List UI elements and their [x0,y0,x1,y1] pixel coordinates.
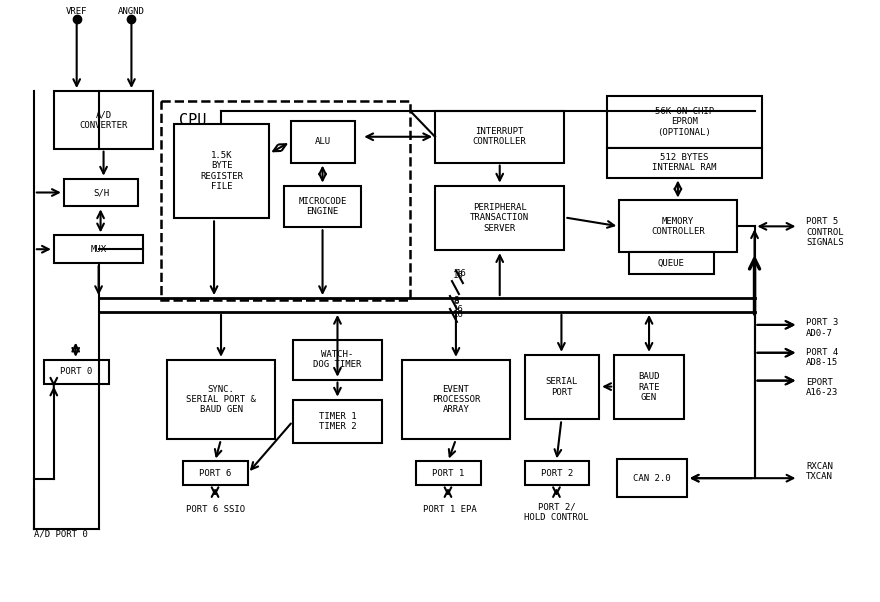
Bar [620,200,737,252]
Text: MICROCODE
ENGINE: MICROCODE ENGINE [298,197,347,216]
Text: 16: 16 [453,305,464,314]
Text: QUEUE: QUEUE [658,259,685,268]
Text: 16: 16 [456,268,466,278]
Bar [629,252,714,274]
Text: A/D PORT 0: A/D PORT 0 [34,529,88,538]
Text: PORT 2: PORT 2 [541,469,573,478]
Text: 16: 16 [453,311,464,320]
Text: ANGND: ANGND [118,7,145,16]
Text: PORT 6: PORT 6 [200,469,231,478]
Bar [524,355,599,420]
Bar [293,340,382,380]
Text: CAN 2.0: CAN 2.0 [634,474,671,483]
Text: 16: 16 [453,271,464,279]
Text: ALU: ALU [315,137,331,146]
Text: RXCAN
TXCAN: RXCAN TXCAN [806,462,833,481]
Text: PORT 6 SSIO: PORT 6 SSIO [187,504,246,514]
Text: 8: 8 [453,296,458,305]
Text: 56K ON-CHIP
EPROM
(OPTIONAL): 56K ON-CHIP EPROM (OPTIONAL) [655,107,714,137]
Bar [183,461,248,485]
Text: PORT 4
AD8-15: PORT 4 AD8-15 [806,348,839,367]
Bar [607,96,761,147]
Text: 512 BYTES
INTERNAL RAM: 512 BYTES INTERNAL RAM [652,153,716,172]
Text: MUX: MUX [91,245,106,253]
Text: 8: 8 [453,297,458,305]
Text: PORT 3
AD0-7: PORT 3 AD0-7 [806,318,839,338]
Text: SERIAL
PORT: SERIAL PORT [546,377,578,397]
Bar [416,461,480,485]
Text: S/H: S/H [93,188,109,197]
Text: VREF: VREF [66,7,87,16]
Text: SYNC.
SERIAL PORT &
BAUD GEN: SYNC. SERIAL PORT & BAUD GEN [186,385,256,414]
Bar [54,235,143,263]
Bar [161,101,410,300]
Text: MEMORY
CONTROLLER: MEMORY CONTROLLER [651,217,705,236]
Bar [44,360,108,383]
Bar [435,185,564,250]
Text: PERIPHERAL
TRANSACTION
SERVER: PERIPHERAL TRANSACTION SERVER [470,203,529,233]
Text: CPU: CPU [180,113,207,128]
Text: A/D
CONVERTER: A/D CONVERTER [79,110,128,129]
Text: PORT 5
CONTROL
SIGNALS: PORT 5 CONTROL SIGNALS [806,217,844,247]
Text: PORT 1: PORT 1 [432,469,465,478]
Text: EVENT
PROCESSOR
ARRAY: EVENT PROCESSOR ARRAY [432,385,480,414]
Bar [614,355,684,420]
Bar [435,111,564,163]
Text: WATCH-
DOG TIMER: WATCH- DOG TIMER [313,350,362,370]
Text: PORT 2/
HOLD CONTROL: PORT 2/ HOLD CONTROL [524,502,589,522]
Bar [167,360,275,439]
Bar [524,461,590,485]
Text: TIMER 1
TIMER 2: TIMER 1 TIMER 2 [319,412,356,431]
Text: 1.5K
BYTE
REGISTER
FILE: 1.5K BYTE REGISTER FILE [200,151,243,191]
Bar [293,400,382,443]
Bar [402,360,510,439]
Bar [290,121,356,163]
Bar [174,124,268,219]
Text: EPORT
A16-23: EPORT A16-23 [806,378,839,397]
Text: BAUD
RATE
GEN: BAUD RATE GEN [638,372,660,402]
Bar [63,179,138,206]
Text: PORT 1 EPA: PORT 1 EPA [423,504,477,514]
Text: INTERRUPT
CONTROLLER: INTERRUPT CONTROLLER [473,127,526,146]
Bar [283,185,362,228]
Text: PORT 0: PORT 0 [60,367,92,376]
Bar [607,147,761,178]
Bar [617,459,687,497]
Bar [54,91,153,149]
